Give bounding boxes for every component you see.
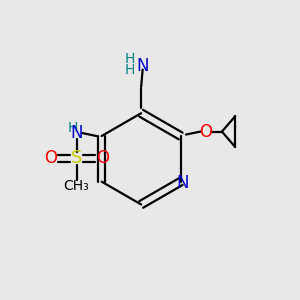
- Text: CH₃: CH₃: [64, 179, 89, 193]
- Text: H: H: [125, 52, 136, 66]
- Text: O: O: [44, 149, 58, 167]
- Text: N: N: [70, 124, 83, 142]
- Text: O: O: [199, 123, 212, 141]
- Text: N: N: [136, 57, 149, 75]
- Text: O: O: [96, 149, 109, 167]
- Text: H: H: [68, 121, 78, 135]
- Text: N: N: [177, 174, 189, 192]
- Text: S: S: [71, 149, 82, 167]
- Text: H: H: [125, 63, 136, 76]
